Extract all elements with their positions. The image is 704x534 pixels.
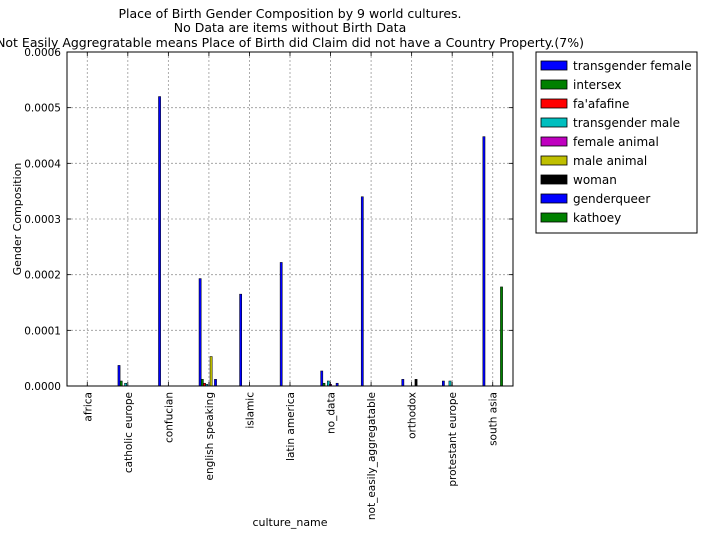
bar — [214, 379, 217, 387]
y-tick-label: 0.0004 — [24, 158, 61, 170]
x-tick-labels: africa catholic europe confucian english sp… — [82, 392, 499, 520]
x-tick-label: confucian — [163, 392, 175, 443]
legend: transgender female intersex fa'afafine tran… — [535, 51, 698, 234]
bar — [158, 96, 161, 387]
bar — [239, 293, 243, 387]
bar — [279, 262, 283, 387]
legend-swatch — [540, 79, 568, 90]
bar — [198, 278, 202, 387]
y-tick-label: 0.0006 — [24, 47, 61, 59]
legend-swatch — [540, 98, 568, 109]
grid-lines — [67, 51, 513, 387]
chart-title-line-2: No Data are items without Birth Data — [174, 20, 407, 35]
x-axis-label: culture_name — [252, 516, 327, 529]
bar — [442, 380, 445, 387]
x-tick-label: catholic europe — [123, 392, 135, 473]
chart-title-line-3: Not Easily Aggregratable means Place of … — [0, 35, 584, 50]
bar — [448, 380, 452, 387]
chart-title-line-1: Place of Birth Gender Composition by 9 w… — [118, 6, 461, 21]
y-tick-label: 0.0002 — [24, 270, 61, 282]
x-tick-label: south asia — [488, 392, 500, 446]
legend-label: kathoey — [573, 211, 621, 225]
chart-title: Place of Birth Gender Composition by 9 w… — [0, 6, 584, 50]
legend-label: transgender male — [573, 116, 680, 130]
legend-swatch — [540, 155, 568, 166]
bar — [401, 379, 405, 387]
bar — [326, 380, 330, 387]
plot-frame — [66, 51, 514, 387]
x-tick-label: islamic — [244, 392, 256, 429]
bar — [320, 370, 324, 387]
legend-label: woman — [573, 173, 617, 187]
legend-label: intersex — [573, 78, 622, 92]
legend-swatch — [540, 174, 568, 185]
legend-label: male animal — [573, 154, 647, 168]
y-tick-label: 0.0003 — [24, 214, 61, 226]
legend-swatch — [540, 60, 568, 71]
y-tick-label: 0.0000 — [24, 381, 61, 393]
legend-swatch — [540, 136, 568, 147]
bar — [414, 379, 418, 387]
bar — [500, 286, 503, 387]
bar — [119, 380, 123, 387]
bar — [482, 136, 486, 387]
x-tick-label: africa — [82, 392, 94, 422]
legend-label: genderqueer — [573, 192, 650, 206]
bar — [200, 379, 204, 387]
axis-ticks — [67, 51, 513, 387]
legend-swatch — [540, 212, 568, 223]
bar — [209, 356, 213, 387]
x-tick-label: orthodox — [407, 392, 419, 439]
x-tick-label: protestant europe — [447, 392, 459, 487]
legend-label: fa'afafine — [573, 97, 629, 111]
bar — [117, 365, 121, 387]
legend-label: female animal — [573, 135, 659, 149]
y-tick-labels: 0.0000 0.0001 0.0002 0.0003 0.0004 0.0005 0.00… — [24, 47, 61, 393]
y-axis-label: Gender Composition — [11, 163, 24, 276]
legend-label: transgender female — [573, 59, 692, 73]
x-tick-label: not_easily_aggregatable — [366, 392, 378, 520]
y-tick-label: 0.0005 — [24, 103, 61, 115]
legend-swatch — [540, 117, 568, 128]
bar — [360, 196, 364, 387]
x-tick-label: no_data — [326, 392, 338, 434]
x-tick-label: latin america — [285, 392, 297, 461]
legend-swatch — [540, 193, 568, 204]
bars — [117, 96, 503, 387]
y-tick-label: 0.0001 — [24, 325, 61, 337]
x-tick-label: english speaking — [204, 392, 216, 480]
